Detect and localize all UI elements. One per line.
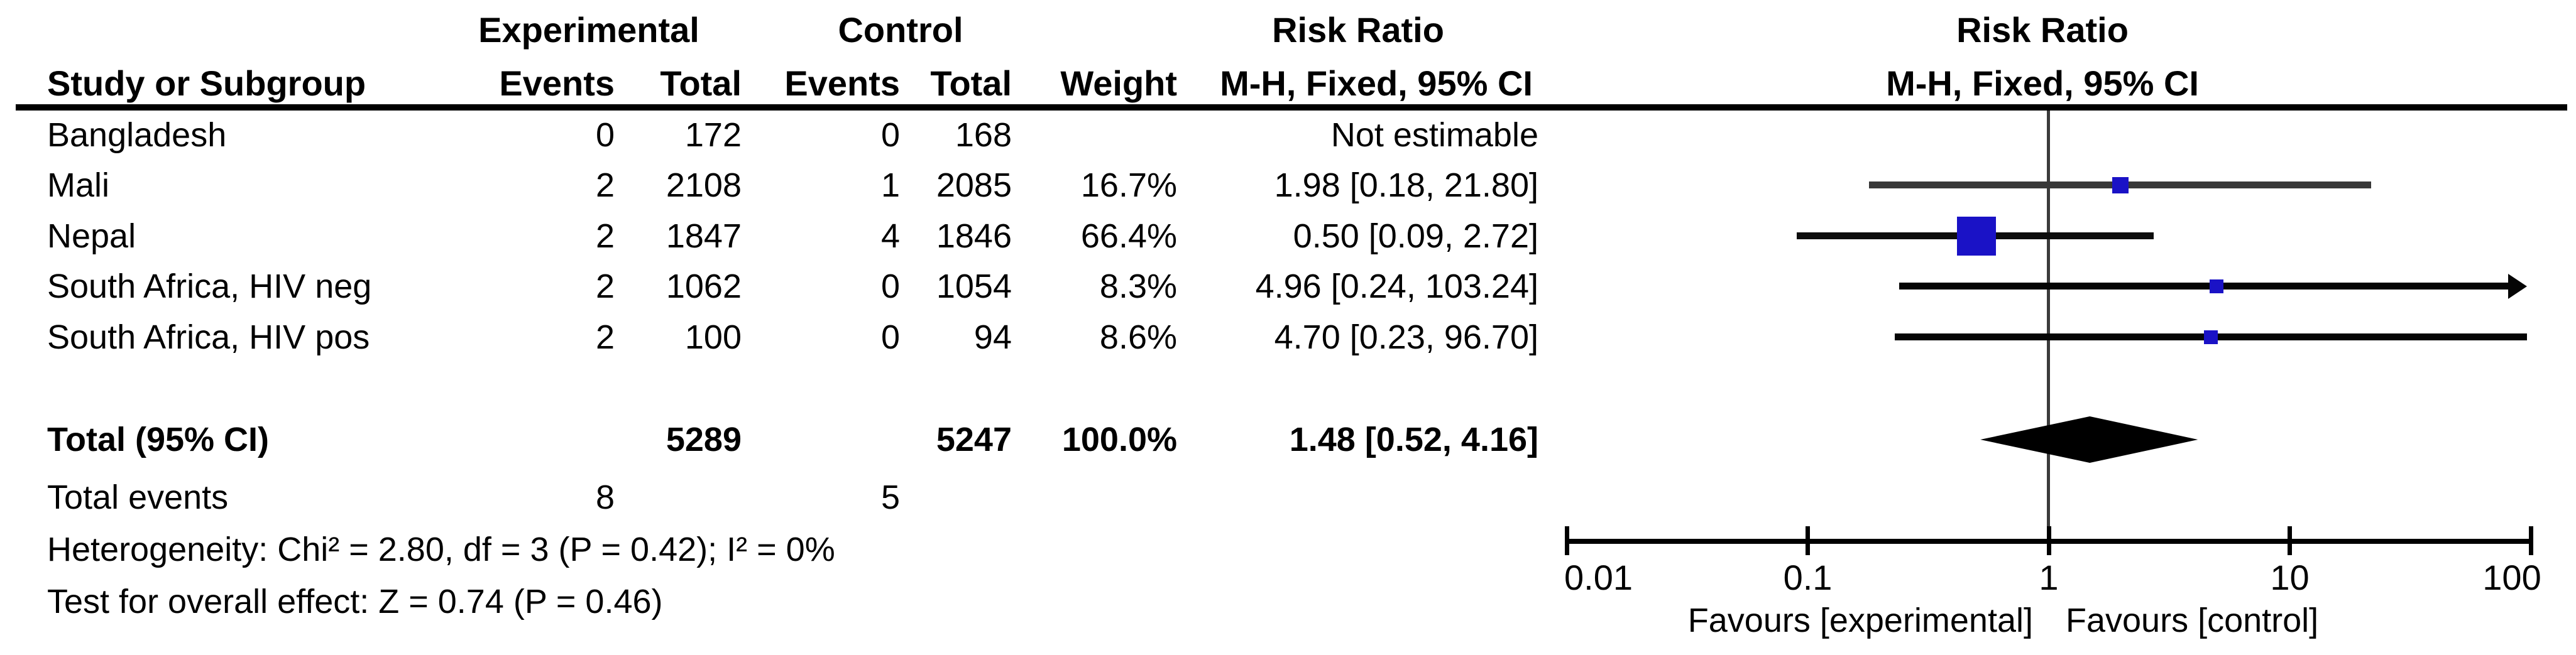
ctrl-events-cell: 0 bbox=[880, 318, 900, 356]
risk-ratio-cell: 0.50 [0.09, 2.72] bbox=[1293, 217, 1538, 255]
exp-events-cell: 2 bbox=[595, 166, 615, 204]
axis-tick bbox=[2288, 526, 2292, 555]
exp-total-cell: 1847 bbox=[666, 217, 742, 255]
axis-tick-label: 0.1 bbox=[1783, 558, 1833, 597]
header-risk-ratio-table: Risk Ratio bbox=[1272, 10, 1444, 50]
effect-marker bbox=[2112, 177, 2129, 193]
exp-total-cell: 1062 bbox=[666, 268, 742, 305]
total-diamond bbox=[1980, 416, 2198, 463]
risk-ratio-cell: Not estimable bbox=[1330, 116, 1538, 154]
favours-control-label: Favours [control] bbox=[2066, 602, 2319, 639]
ctrl-total-cell: 94 bbox=[973, 318, 1012, 356]
heterogeneity-text: Heterogeneity: Chi² = 2.80, df = 3 (P = … bbox=[47, 531, 835, 568]
axis-tick bbox=[2528, 526, 2533, 555]
effect-marker bbox=[2203, 330, 2218, 344]
overall-effect-text: Test for overall effect: Z = 0.74 (P = 0… bbox=[47, 583, 663, 620]
header-divider-rule bbox=[16, 104, 2567, 111]
header-mh-fixed-ci-plot: M-H, Fixed, 95% CI bbox=[1886, 63, 2199, 103]
study-label: Bangladesh bbox=[47, 116, 227, 154]
exp-events-cell: 0 bbox=[595, 116, 615, 154]
ci-line bbox=[1899, 283, 2509, 290]
study-label: Nepal bbox=[47, 217, 136, 255]
total-events-label: Total events bbox=[47, 479, 229, 516]
axis-tick-label: 10 bbox=[2270, 558, 2310, 597]
ctrl-total-cell: 1054 bbox=[936, 268, 1012, 305]
ctrl-total-cell: 2085 bbox=[936, 166, 1012, 204]
header-weight: Weight bbox=[1060, 63, 1177, 103]
study-label: South Africa, HIV pos bbox=[47, 318, 370, 356]
total-events-exp-cell: 8 bbox=[595, 479, 615, 516]
ctrl-total-cell: 1846 bbox=[936, 217, 1012, 255]
weight-cell: 16.7% bbox=[1080, 166, 1177, 204]
axis-tick-label: 1 bbox=[2039, 558, 2059, 597]
axis-tick bbox=[2046, 526, 2051, 555]
exp-total-cell: 172 bbox=[684, 116, 742, 154]
header-ctrl-events: Events bbox=[784, 63, 900, 103]
risk-ratio-cell: 4.96 [0.24, 103.24] bbox=[1255, 268, 1538, 305]
axis-tick bbox=[1564, 526, 1569, 555]
risk-ratio-cell: 1.98 [0.18, 21.80] bbox=[1274, 166, 1538, 204]
total-row-label: Total (95% CI) bbox=[47, 421, 270, 458]
study-label: Mali bbox=[47, 166, 110, 204]
ctrl-events-cell: 0 bbox=[880, 268, 900, 305]
total-weight-cell: 100.0% bbox=[1061, 421, 1177, 458]
study-label: South Africa, HIV neg bbox=[47, 268, 372, 305]
ctrl-total-cell: 168 bbox=[955, 116, 1012, 154]
total-ctrl-total-cell: 5247 bbox=[936, 421, 1012, 458]
header-exp-events: Events bbox=[499, 63, 615, 103]
risk-ratio-cell: 4.70 [0.23, 96.70] bbox=[1274, 318, 1538, 356]
total-risk-ratio-cell: 1.48 [0.52, 4.16] bbox=[1289, 421, 1538, 458]
header-study-or-subgroup: Study or Subgroup bbox=[47, 63, 366, 103]
exp-events-cell: 2 bbox=[595, 268, 615, 305]
weight-cell: 8.3% bbox=[1099, 268, 1177, 305]
header-mh-fixed-ci-table: M-H, Fixed, 95% CI bbox=[1220, 63, 1533, 103]
weight-cell: 66.4% bbox=[1080, 217, 1177, 255]
ctrl-events-cell: 0 bbox=[880, 116, 900, 154]
axis-tick-label: 100 bbox=[2482, 558, 2541, 597]
effect-marker bbox=[2209, 279, 2223, 293]
ctrl-events-cell: 4 bbox=[880, 217, 900, 255]
ci-arrow-right bbox=[2508, 274, 2527, 299]
header-ctrl-total: Total bbox=[930, 63, 1012, 103]
effect-marker bbox=[1956, 217, 1996, 256]
header-exp-total: Total bbox=[660, 63, 742, 103]
header-experimental-group: Experimental bbox=[478, 10, 699, 50]
exp-total-cell: 2108 bbox=[666, 166, 742, 204]
total-events-ctrl-cell: 5 bbox=[880, 479, 900, 516]
axis-tick bbox=[1806, 526, 1810, 555]
exp-events-cell: 2 bbox=[595, 318, 615, 356]
weight-cell: 8.6% bbox=[1099, 318, 1177, 356]
favours-experimental-label: Favours [experimental] bbox=[1687, 602, 2033, 639]
ctrl-events-cell: 1 bbox=[880, 166, 900, 204]
exp-total-cell: 100 bbox=[684, 318, 742, 356]
null-effect-line bbox=[2047, 111, 2050, 541]
exp-events-cell: 2 bbox=[595, 217, 615, 255]
axis-tick-label: 0.01 bbox=[1564, 558, 1633, 597]
total-exp-total-cell: 5289 bbox=[666, 421, 742, 458]
header-risk-ratio-plot: Risk Ratio bbox=[1956, 10, 2129, 50]
header-control-group: Control bbox=[838, 10, 963, 50]
